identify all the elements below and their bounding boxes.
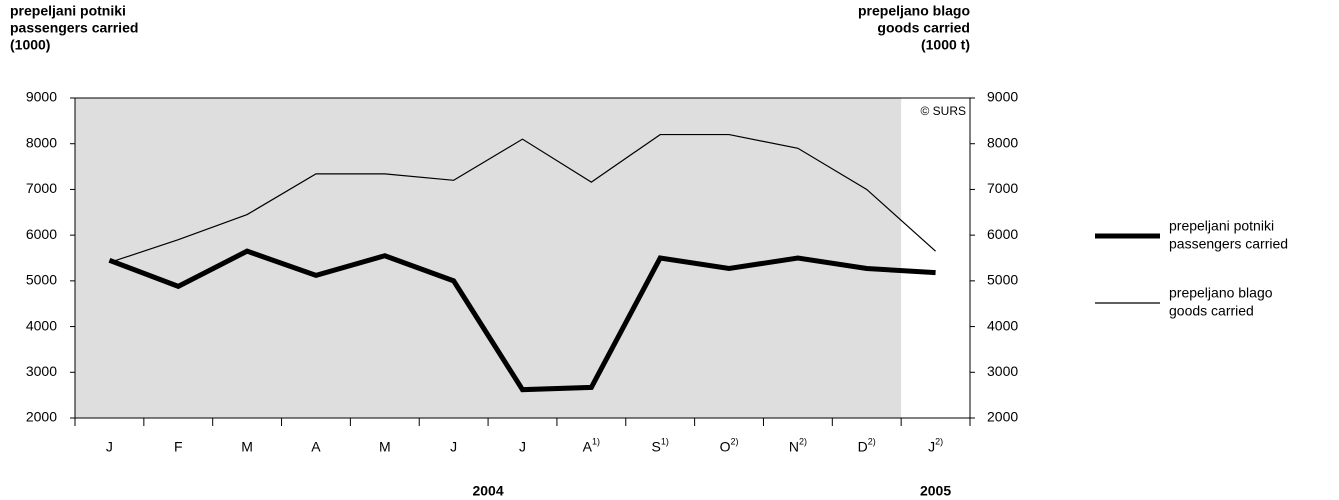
y2-tick-label: 7000 <box>987 180 1018 196</box>
y-axis-title: prepeljani potniki <box>10 3 126 19</box>
x-tick-label: J <box>106 439 113 455</box>
y-tick-label: 3000 <box>26 363 57 379</box>
x-tick-superscript: 1) <box>592 436 600 446</box>
y2-axis-title: goods carried <box>877 20 970 36</box>
y-tick-label: 2000 <box>26 409 57 425</box>
x-tick-label: A <box>311 439 321 455</box>
y-axis-title: passengers carried <box>10 20 138 36</box>
y-tick-label: 6000 <box>26 226 57 242</box>
x-tick-label: J <box>450 439 457 455</box>
x-tick-label: S <box>652 439 661 455</box>
x-tick-label: A <box>583 439 593 455</box>
y2-tick-label: 4000 <box>987 317 1018 333</box>
y2-tick-label: 3000 <box>987 363 1018 379</box>
x-tick-superscript: 1) <box>661 436 669 446</box>
y-tick-label: 5000 <box>26 272 57 288</box>
x-tick-label: M <box>241 439 253 455</box>
y-tick-label: 8000 <box>26 134 57 150</box>
y-tick-label: 9000 <box>26 89 57 105</box>
series-line <box>108 248 936 393</box>
y2-tick-label: 9000 <box>987 89 1018 105</box>
year-label: 2005 <box>920 483 951 499</box>
y-tick-label: 4000 <box>26 317 57 333</box>
x-tick-label: J <box>928 439 935 455</box>
y-axis-title: (1000) <box>10 37 50 53</box>
x-tick-label: J <box>519 439 526 455</box>
legend-label: prepeljani potniki <box>1169 218 1274 234</box>
legend-label: passengers carried <box>1169 236 1288 252</box>
x-tick-superscript: 2) <box>730 436 738 446</box>
x-tick-label: N <box>789 439 799 455</box>
x-tick-superscript: 2) <box>935 436 943 446</box>
x-tick-label: F <box>174 439 183 455</box>
y2-tick-label: 5000 <box>987 272 1018 288</box>
annotation: © SURS <box>920 104 966 118</box>
y2-tick-label: 8000 <box>987 134 1018 150</box>
legend-label: goods carried <box>1169 303 1254 319</box>
y2-axis-title: prepeljano blago <box>858 3 970 19</box>
y2-tick-label: 2000 <box>987 409 1018 425</box>
y-tick-label: 7000 <box>26 180 57 196</box>
series-line <box>109 133 936 264</box>
y2-axis-title: (1000 t) <box>921 37 970 53</box>
x-tick-label: D <box>858 439 868 455</box>
shaded-area <box>75 98 902 418</box>
x-tick-label: O <box>720 439 731 455</box>
x-tick-superscript: 2) <box>868 436 876 446</box>
x-tick-label: M <box>379 439 391 455</box>
y2-tick-label: 6000 <box>987 226 1018 242</box>
x-tick-superscript: 2) <box>799 436 807 446</box>
legend-label: prepeljano blago <box>1169 285 1273 301</box>
year-label: 2004 <box>472 483 503 499</box>
